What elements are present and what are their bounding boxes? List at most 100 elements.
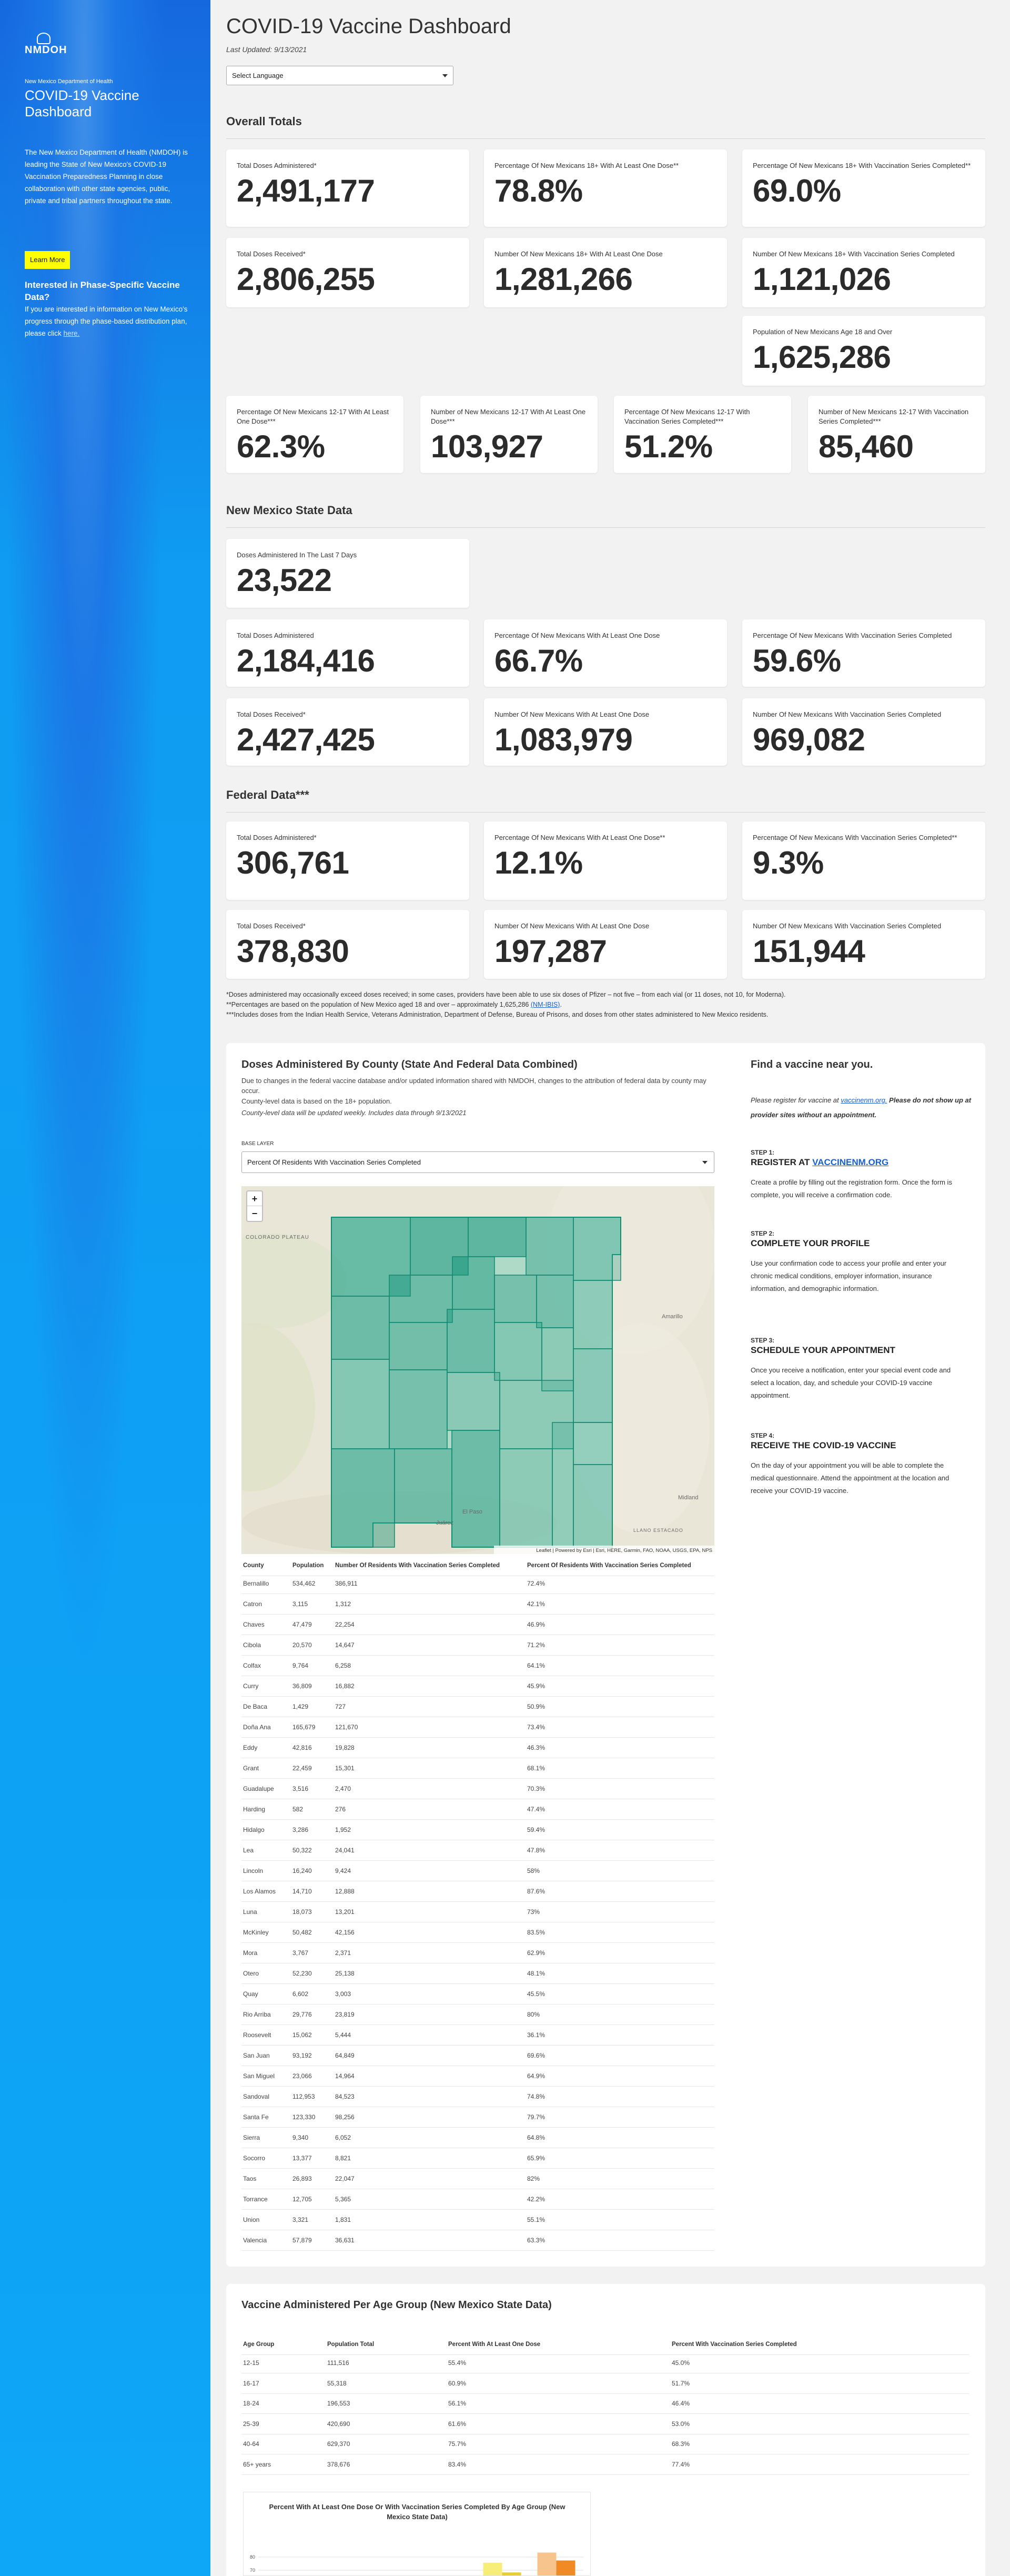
- logo-emblem: [37, 33, 50, 44]
- language-select-text: Select Language: [232, 72, 284, 79]
- table-cell: 72.4%: [527, 1580, 546, 1587]
- step-heading: SCHEDULE YOUR APPOINTMENT: [751, 1345, 895, 1356]
- table-cell: Sierra: [243, 2134, 260, 2141]
- table-header-row: County Population Number Of Residents With…: [241, 1556, 714, 1576]
- stat-label: Percentage Of New Mexicans With Vaccinat…: [753, 834, 957, 841]
- finder-warning: Please do not show up at provider sites …: [751, 1096, 972, 1119]
- stat-card: Percentage Of New Mexicans 18+ With At L…: [484, 149, 727, 227]
- county-shape: [394, 1448, 452, 1523]
- stat-label: Total Doses Received*: [237, 250, 306, 258]
- last-updated: Last Updated: 9/13/2021: [226, 45, 307, 54]
- stat-value: 59.6%: [753, 643, 841, 678]
- table-cell: De Baca: [243, 1703, 268, 1710]
- bar: [537, 2552, 557, 2575]
- table-row: Catron 3,115 1,312 42.1%: [241, 1594, 714, 1615]
- table-cell: 1,312: [335, 1600, 351, 1608]
- zoom-in-button[interactable]: +: [247, 1191, 262, 1206]
- table-cell: 14,647: [335, 1641, 355, 1649]
- base-layer-select[interactable]: Percent Of Residents With Vaccination Se…: [241, 1151, 714, 1173]
- stat-label: Number of New Mexicans 12-17 With At Lea…: [431, 408, 586, 425]
- phase-link[interactable]: here.: [63, 329, 80, 337]
- stat-card: Number Of New Mexicans With At Least One…: [484, 910, 727, 979]
- stat-card: Number Of New Mexicans With Vaccination …: [742, 910, 985, 979]
- table-cell: 42.1%: [527, 1600, 546, 1608]
- step-text: On the day of your appointment you will …: [751, 1461, 950, 1495]
- step-heading-link[interactable]: VACCINENM.ORG: [812, 1157, 889, 1167]
- county-shape: [499, 1448, 553, 1548]
- table-cell: 12-15: [243, 2359, 259, 2367]
- table-cell: 3,003: [335, 1990, 351, 1998]
- table-row: Lea 50,322 24,041 47.8%: [241, 1840, 714, 1861]
- stat-label: Percentage Of New Mexicans 12-17 With Va…: [624, 408, 750, 425]
- language-select[interactable]: Select Language: [226, 66, 453, 85]
- table-cell: 83.5%: [527, 1929, 546, 1936]
- table-row: Guadalupe 3,516 2,470 70.3%: [241, 1779, 714, 1799]
- table-cell: 46.4%: [672, 2400, 690, 2407]
- table-cell: 42,156: [335, 1929, 355, 1936]
- stat-value: 1,625,286: [753, 339, 891, 375]
- finder-link[interactable]: vaccinenm.org.: [841, 1096, 887, 1104]
- table-cell: 9,764: [292, 1662, 309, 1669]
- county-shape: [331, 1359, 390, 1449]
- table-cell: 13,201: [335, 1908, 355, 1916]
- age-chart: 01020304050607080: [250, 2552, 583, 2575]
- table-row: Quay 6,602 3,003 45.5%: [241, 1984, 714, 2004]
- table-cell: 45.0%: [672, 2359, 690, 2367]
- table-cell: 6,258: [335, 1662, 351, 1669]
- table-cell: 5,365: [335, 2196, 351, 2203]
- table-cell: Grant: [243, 1765, 259, 1772]
- chart-title: Percent With At Least One Dose Or With V…: [269, 2503, 565, 2521]
- table-header-cell: Population: [292, 1562, 324, 1569]
- table-cell: 6,052: [335, 2134, 351, 2141]
- table-cell: Bernalillo: [243, 1580, 269, 1587]
- table-header-cell: County: [243, 1562, 264, 1569]
- table-cell: 75.7%: [448, 2440, 467, 2448]
- table-cell: 22,459: [292, 1765, 312, 1772]
- footnote-link[interactable]: (NM-IBIS): [530, 1001, 560, 1008]
- table-cell: 55,318: [327, 2379, 347, 2387]
- table-cell: 2,371: [335, 1949, 351, 1957]
- table-cell: San Juan: [243, 2052, 270, 2059]
- zoom-out-button[interactable]: −: [251, 1208, 258, 1219]
- stat-label: Percentage Of New Mexicans With At Least…: [494, 632, 660, 639]
- county-shape: [389, 1275, 453, 1323]
- table-cell: 46.9%: [527, 1621, 546, 1628]
- table-row: Grant 22,459 15,301 68.1%: [241, 1758, 714, 1779]
- stat-value: 23,522: [237, 563, 332, 598]
- table-cell: 165,679: [292, 1723, 316, 1731]
- stat-label: Number Of New Mexicans With Vaccination …: [753, 710, 942, 718]
- footnote: ***Includes doses from the Indian Health…: [226, 1011, 769, 1018]
- table-cell: 24,041: [335, 1847, 355, 1854]
- map-label: LLANO ESTACADO: [633, 1528, 683, 1533]
- learn-more-button[interactable]: Learn More: [25, 251, 70, 269]
- map-label: Juárez: [436, 1520, 453, 1526]
- table-row: 12-15 111,516 55.4% 45.0%: [241, 2353, 969, 2373]
- county-shape: [447, 1372, 500, 1431]
- table-cell: 56.1%: [448, 2400, 467, 2407]
- map-label: El Paso: [462, 1509, 482, 1515]
- stat-card: Total Doses Received* 378,830: [226, 910, 469, 979]
- footnote-text: **Percentages are based on the populatio…: [226, 1001, 529, 1008]
- stat-label: Total Doses Received*: [237, 710, 306, 718]
- stat-value: 197,287: [494, 934, 607, 969]
- table-row: Harding 582 276 47.4%: [241, 1799, 714, 1820]
- base-layer-select-text: Percent Of Residents With Vaccination Se…: [247, 1158, 421, 1166]
- table-cell: 276: [335, 1806, 346, 1813]
- stat-card: Percentage Of New Mexicans With Vaccinat…: [742, 821, 985, 900]
- table-cell: 64.1%: [527, 1662, 546, 1669]
- table-cell: Curry: [243, 1682, 259, 1690]
- table-cell: Eddy: [243, 1744, 258, 1751]
- stat-value: 2,184,416: [237, 643, 375, 678]
- step-label: STEP 3:: [751, 1337, 775, 1344]
- stat-label: Number Of New Mexicans With At Least One…: [494, 922, 650, 930]
- county-panel: Doses Administered By County (State And …: [226, 1043, 985, 2267]
- table-cell: 45.5%: [527, 1990, 546, 1998]
- table-cell: 16-17: [243, 2379, 259, 2387]
- table-cell: 9,424: [335, 1867, 351, 1875]
- county-shape: [389, 1369, 448, 1449]
- table-row: 16-17 55,318 60.9% 51.7%: [241, 2373, 969, 2394]
- county-map[interactable]: COLORADO PLATEAU Amarillo Midland El Paso Ju…: [241, 1186, 714, 1554]
- table-cell: 23,819: [335, 2011, 355, 2018]
- table-cell: 25-39: [243, 2420, 259, 2428]
- table-cell: Harding: [243, 1806, 266, 1813]
